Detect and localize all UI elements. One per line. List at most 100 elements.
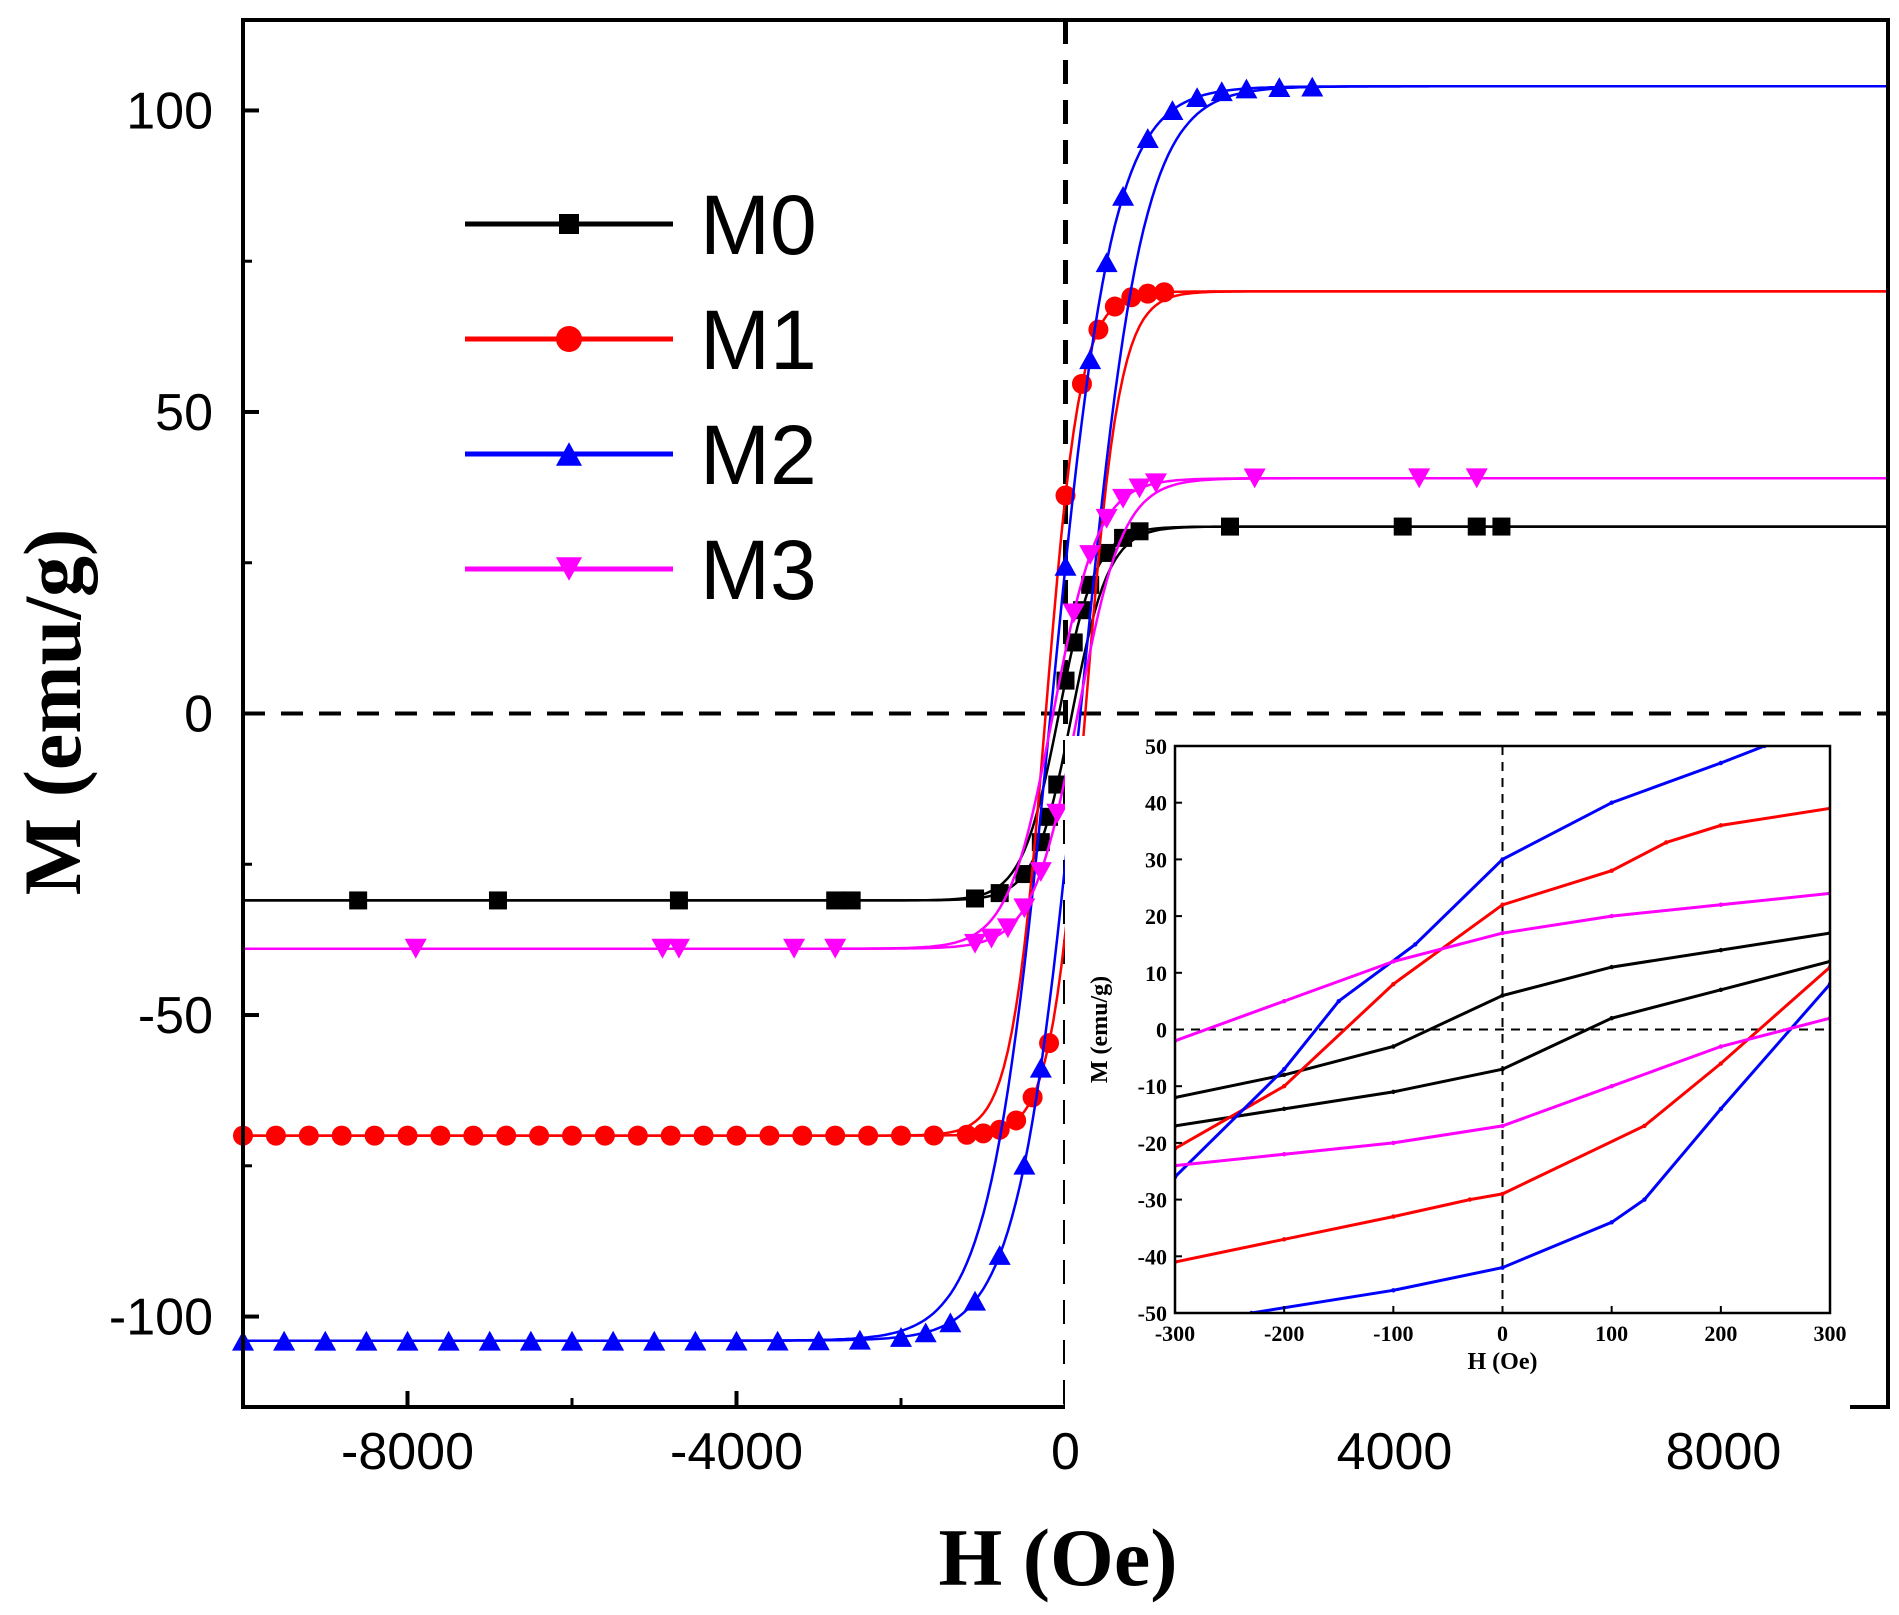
marker-M0-15 — [1097, 543, 1116, 562]
marker-M1-3 — [331, 1125, 352, 1146]
inset-point-M0 — [1500, 1066, 1505, 1072]
marker-M1-11 — [594, 1125, 615, 1146]
legend-marker — [556, 557, 582, 581]
inset-line-M1-lower — [1175, 965, 1830, 1264]
x-tick-label: -4000 — [670, 1423, 803, 1481]
marker-M3-16 — [1144, 473, 1167, 494]
marker-M3-0 — [404, 938, 427, 959]
marker-M3-10 — [1046, 803, 1069, 824]
inset-point-M0 — [1281, 1072, 1287, 1078]
marker-M1-13 — [660, 1125, 681, 1146]
marker-M2-6 — [478, 1330, 501, 1351]
inset-series — [1175, 746, 1830, 1313]
marker-M0-4 — [842, 891, 861, 910]
inset-point-M0 — [1391, 1089, 1396, 1095]
marker-M2-11 — [684, 1330, 707, 1351]
marker-M2-33 — [1301, 76, 1324, 97]
inset-y-tick-label: 50 — [1145, 734, 1167, 759]
marker-M1-18 — [825, 1125, 846, 1146]
marker-M2-24 — [1079, 349, 1102, 370]
marker-M2-30 — [1210, 81, 1233, 102]
marker-M1-12 — [627, 1125, 648, 1146]
marker-M2-1 — [273, 1330, 296, 1351]
legend-label: M0 — [700, 178, 817, 272]
y-tick-label: -100 — [109, 1289, 213, 1347]
marker-M2-20 — [988, 1245, 1011, 1265]
marker-M0-19 — [1393, 517, 1412, 536]
series-line-M3-down — [243, 477, 1888, 950]
inset-plot-area: -300 -200 -100 0 100 200 300-50-40-30-20-10010… — [1065, 734, 1850, 1413]
marker-M2-7 — [519, 1330, 542, 1351]
marker-M1-33 — [1137, 283, 1158, 304]
marker-M1-16 — [759, 1125, 780, 1146]
legend-label: M1 — [700, 293, 817, 387]
inset-point-M3 — [1500, 1123, 1505, 1129]
inset-point-M1 — [1642, 1123, 1647, 1129]
inset-point-M1 — [1609, 868, 1614, 873]
marker-M0-20 — [1467, 517, 1486, 536]
inset-point-M2 — [1412, 942, 1418, 947]
x-tick-label: 0 — [1051, 1423, 1080, 1481]
inset-y-tick-label: 40 — [1145, 791, 1167, 816]
inset-point-M0 — [1609, 964, 1614, 970]
inset-y-tick-label: 20 — [1145, 904, 1167, 929]
marker-M3-6 — [980, 928, 1003, 949]
inset-x-tick-label: 200 — [1704, 1321, 1737, 1346]
marker-M2-5 — [437, 1330, 460, 1351]
inset-point-M1 — [1664, 840, 1669, 845]
axis-labels: H (Oe) M (emu/g) — [7, 529, 1178, 1603]
inset-point-M2 — [1718, 760, 1724, 766]
marker-M2-3 — [355, 1330, 378, 1351]
marker-M1-9 — [529, 1125, 550, 1146]
y-tick-label: -50 — [138, 987, 213, 1045]
inset-y-tick-label: -10 — [1138, 1074, 1167, 1099]
legend-item-M3: M3 — [465, 523, 817, 617]
inset-point-M3 — [1281, 998, 1287, 1004]
x-tick-label: -8000 — [341, 1423, 474, 1481]
marker-M2-32 — [1268, 77, 1291, 97]
inset-point-M2 — [1391, 1288, 1396, 1293]
inset-point-M1 — [1718, 1061, 1724, 1066]
marker-M0-21 — [1492, 517, 1511, 536]
inset-point-M3 — [1391, 959, 1396, 964]
marker-M1-20 — [891, 1125, 911, 1146]
inset-point-M0 — [1609, 1015, 1614, 1021]
x-axis-title: H (Oe) — [938, 1512, 1177, 1603]
marker-M2-17 — [914, 1322, 937, 1343]
marker-M3-18 — [1408, 468, 1431, 489]
marker-M1-25 — [1006, 1110, 1027, 1131]
inset-point-M2 — [1609, 800, 1614, 805]
marker-M2-8 — [561, 1330, 583, 1351]
legend-label: M2 — [700, 408, 817, 502]
inset-y-tick-label: -40 — [1138, 1244, 1167, 1269]
marker-M1-24 — [989, 1119, 1010, 1140]
y-tick-label: 100 — [126, 82, 213, 140]
inset-x-tick-label: -300 — [1155, 1321, 1195, 1346]
legend-marker — [556, 326, 582, 352]
marker-M0-6 — [990, 884, 1009, 903]
inset-point-M3 — [1281, 1152, 1287, 1157]
inset-point-M2 — [1718, 1106, 1724, 1112]
marker-M3-8 — [1013, 898, 1036, 919]
marker-M2-10 — [643, 1330, 666, 1351]
inset-point-M3 — [1718, 1044, 1724, 1049]
marker-M3-2 — [667, 938, 690, 959]
inset-point-M0 — [1391, 1044, 1396, 1049]
marker-M1-10 — [562, 1125, 582, 1146]
inset-point-M0 — [1281, 1106, 1287, 1112]
marker-M3-11 — [1062, 603, 1085, 624]
inset-x-tick-label: 0 — [1497, 1321, 1508, 1346]
inset-x-tick-label: 100 — [1595, 1321, 1628, 1346]
marker-M1-23 — [973, 1123, 994, 1144]
marker-M1-26 — [1022, 1087, 1043, 1108]
marker-M2-16 — [890, 1327, 912, 1347]
marker-M2-13 — [766, 1330, 789, 1351]
marker-M2-28 — [1161, 100, 1184, 121]
inset-y-tick-label: -20 — [1138, 1131, 1167, 1156]
marker-M2-29 — [1186, 87, 1209, 108]
marker-M2-23 — [1054, 555, 1077, 576]
inset-background — [1065, 736, 1850, 1413]
inset-point-M1 — [1500, 902, 1505, 907]
inset-point-M1 — [1467, 1197, 1472, 1202]
inset-x-tick-label: -200 — [1264, 1321, 1304, 1346]
